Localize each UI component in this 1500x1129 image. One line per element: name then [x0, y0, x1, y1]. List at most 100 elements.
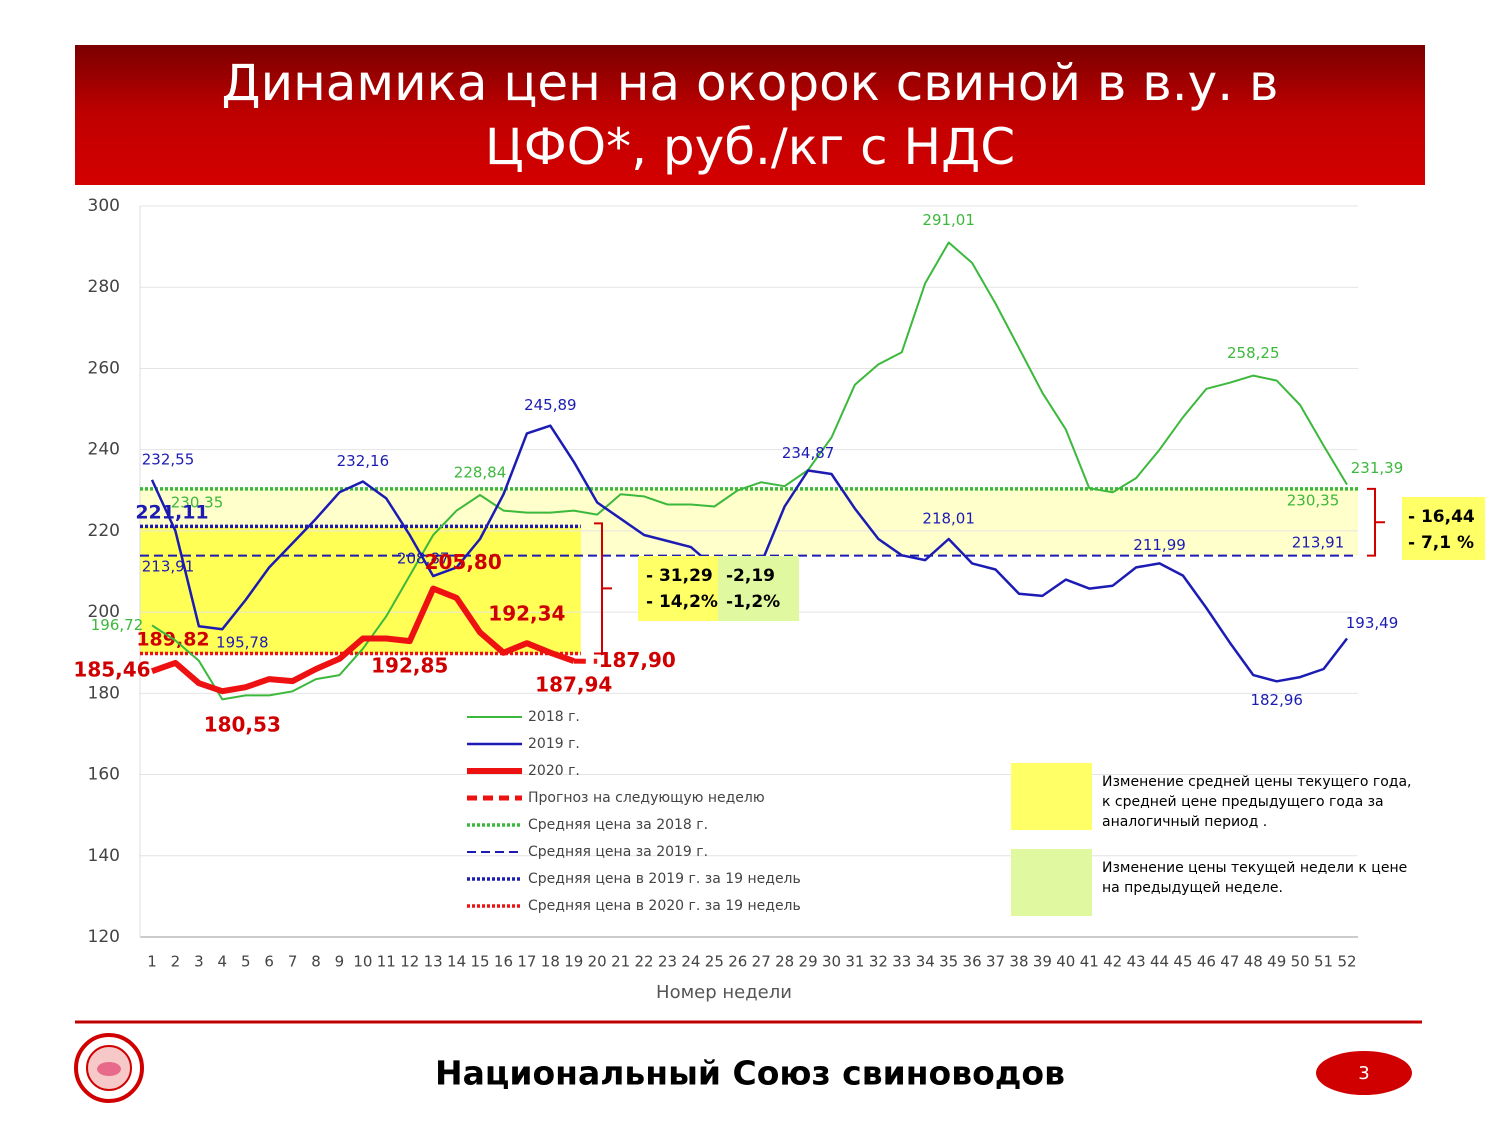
x-tick-label: 34: [916, 953, 935, 971]
note-swatch: [1011, 849, 1092, 916]
data-label: 205,80: [425, 550, 502, 574]
x-tick-label: 50: [1291, 953, 1310, 971]
x-tick-label: 18: [541, 953, 560, 971]
x-tick-label: 17: [517, 953, 536, 971]
y-tick-label: 260: [88, 358, 120, 378]
x-tick-label: 24: [681, 953, 700, 971]
x-tick-label: 26: [728, 953, 747, 971]
x-tick-label: 2: [171, 953, 181, 971]
x-tick-label: 15: [470, 953, 489, 971]
x-tick-label: 43: [1127, 953, 1146, 971]
note-text: аналогичный период .: [1102, 814, 1267, 830]
x-tick-label: 45: [1173, 953, 1192, 971]
x-tick-label: 6: [264, 953, 274, 971]
data-label: 187,94: [535, 673, 612, 697]
reference-label: 213,91: [1292, 534, 1345, 552]
x-tick-label: 41: [1080, 953, 1099, 971]
change-text: - 7,1 %: [1408, 533, 1474, 553]
data-label: 192,34: [488, 602, 565, 626]
note-text: к средней цене предыдущего года за: [1102, 794, 1384, 810]
x-tick-label: 14: [447, 953, 466, 971]
data-label: 291,01: [922, 211, 975, 229]
legend-label: 2018 г.: [528, 709, 580, 725]
x-tick-label: 37: [986, 953, 1005, 971]
data-label: 192,85: [371, 654, 448, 678]
data-label: 234,87: [782, 444, 835, 462]
reference-label: 221,11: [135, 502, 208, 524]
x-tick-label: 47: [1220, 953, 1239, 971]
x-tick-label: 52: [1337, 953, 1356, 971]
data-label: 218,01: [922, 509, 975, 527]
x-tick-label: 28: [775, 953, 794, 971]
x-axis-label: Номер недели: [656, 982, 792, 1003]
title-box: Динамика цен на окорок свиной в в.у. в Ц…: [75, 45, 1425, 185]
x-tick-label: 8: [311, 953, 321, 971]
change-text: - 16,44: [1408, 507, 1475, 527]
legend-label: Средняя цена в 2020 г. за 19 недель: [528, 898, 801, 914]
x-tick-label: 21: [611, 953, 630, 971]
data-label: 187,90: [599, 648, 676, 672]
x-tick-label: 49: [1267, 953, 1286, 971]
x-tick-label: 1: [147, 953, 157, 971]
x-tick-label: 9: [335, 953, 345, 971]
y-tick-label: 240: [88, 440, 120, 460]
x-tick-label: 25: [705, 953, 724, 971]
x-tick-label: 31: [845, 953, 864, 971]
y-tick-label: 120: [88, 927, 120, 947]
change-text: -1,2%: [726, 592, 780, 612]
chart-title: Динамика цен на окорок свиной в в.у. в Ц…: [75, 45, 1425, 185]
x-tick-label: 4: [218, 953, 228, 971]
x-tick-label: 40: [1056, 953, 1075, 971]
x-tick-label: 13: [424, 953, 443, 971]
logo: [76, 1035, 142, 1101]
legend-label: Прогноз на следующую неделю: [528, 790, 765, 806]
x-tick-label: 3: [194, 953, 204, 971]
legend-label: 2019 г.: [528, 736, 580, 752]
x-tick-label: 36: [963, 953, 982, 971]
note-text: на предыдущей неделе.: [1102, 880, 1283, 896]
page-number: 3: [1358, 1063, 1369, 1084]
legend-label: Средняя цена в 2019 г. за 19 недель: [528, 871, 801, 887]
x-tick-label: 42: [1103, 953, 1122, 971]
data-label: 232,16: [337, 452, 390, 470]
legend-label: Средняя цена за 2019 г.: [528, 844, 708, 860]
note-text: Изменение средней цены текущего года,: [1102, 774, 1411, 790]
change-text: - 14,2%: [646, 592, 718, 612]
data-label: 195,78: [216, 634, 269, 652]
data-label: 211,99: [1133, 536, 1186, 554]
note-text: Изменение цены текущей недели к цене: [1102, 860, 1407, 876]
data-label: 231,39: [1351, 459, 1404, 477]
note-swatch: [1011, 763, 1092, 830]
x-tick-label: 12: [400, 953, 419, 971]
y-tick-label: 160: [88, 765, 120, 785]
y-tick-label: 280: [88, 277, 120, 297]
x-tick-label: 48: [1244, 953, 1263, 971]
data-label: 245,89: [524, 396, 577, 414]
data-label: 182,96: [1250, 691, 1303, 709]
x-tick-label: 35: [939, 953, 958, 971]
x-tick-label: 51: [1314, 953, 1333, 971]
data-label: 232,55: [142, 450, 195, 468]
reference-label: 230,35: [1287, 492, 1340, 510]
x-tick-label: 7: [288, 953, 298, 971]
legend-label: Средняя цена за 2018 г.: [528, 817, 708, 833]
x-tick-label: 27: [752, 953, 771, 971]
y-tick-label: 300: [88, 196, 120, 216]
x-tick-label: 29: [799, 953, 818, 971]
data-label: 228,84: [454, 463, 507, 481]
x-tick-label: 44: [1150, 953, 1169, 971]
x-tick-label: 23: [658, 953, 677, 971]
x-tick-label: 38: [1009, 953, 1028, 971]
x-tick-label: 32: [869, 953, 888, 971]
x-tick-label: 10: [353, 953, 372, 971]
legend-label: 2020 г.: [528, 763, 580, 779]
x-tick-label: 19: [564, 953, 583, 971]
data-label: 193,49: [1346, 614, 1399, 632]
data-label: 180,53: [204, 713, 281, 737]
x-tick-label: 5: [241, 953, 251, 971]
data-label: 196,72: [91, 616, 144, 634]
bracket: [1367, 489, 1385, 556]
x-tick-label: 22: [635, 953, 654, 971]
x-tick-label: 46: [1197, 953, 1216, 971]
